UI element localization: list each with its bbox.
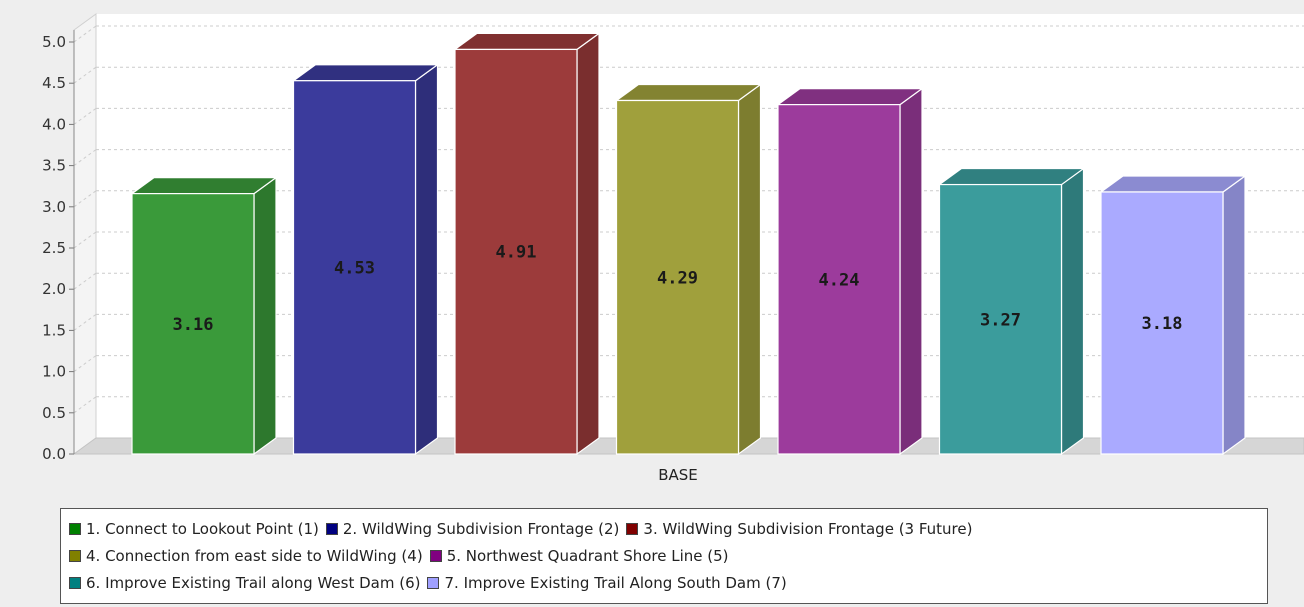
bar-side [737, 83, 762, 456]
legend-item-7: 7. Improve Existing Trail Along South Da… [427, 573, 787, 592]
legend: 1. Connect to Lookout Point (1) 2. WildW… [60, 508, 1268, 604]
legend-item-2: 2. WildWing Subdivision Frontage (2) [325, 519, 620, 538]
bar-front [454, 48, 578, 455]
legend-swatch [429, 549, 442, 562]
grid-line-diag [73, 355, 97, 373]
y-axis-ticks: 0.0 0.5 1.0 1.5 2.0 2.5 3.0 3.5 4.0 4.5 5.0 [42, 30, 75, 463]
bar-side [253, 176, 277, 456]
grid-line-diag [73, 149, 97, 167]
bar-front [615, 99, 740, 455]
y-tick-label: 2.5 [42, 239, 66, 257]
legend-swatch [69, 549, 81, 562]
grid-lines [73, 25, 1304, 414]
bar-7 [1099, 174, 1247, 456]
grid-line-diag [73, 107, 97, 125]
data-label-6: 3.27 [980, 310, 1021, 330]
bar-top [130, 177, 278, 195]
bar-3 [453, 32, 601, 456]
bar-chart: 0.0 0.5 1.0 1.5 2.0 2.5 3.0 3.5 4.0 4.5 5.0 3.16 4.… [42, 13, 1304, 484]
grid-line-diag [73, 190, 97, 208]
grid-line-diag [73, 66, 97, 84]
bar-5 [776, 87, 924, 456]
bar-top [937, 167, 1086, 186]
legend-swatch [325, 522, 338, 535]
bar-side [1222, 174, 1246, 456]
y-tick-label: 4.5 [42, 74, 66, 92]
legend-item-5: 5. Northwest Quadrant Shore Line (5) [429, 546, 729, 565]
y-tick-label: 5.0 [42, 33, 66, 51]
y-tick-label: 3.5 [42, 157, 66, 175]
bar-front [777, 104, 901, 455]
legend-label: 6. Improve Existing Trail along West Dam… [86, 573, 421, 592]
bar-side [414, 63, 439, 456]
bar-front [292, 80, 417, 455]
bars [130, 32, 1247, 456]
legend-label: 4. Connection from east side to WildWing… [86, 546, 423, 565]
data-labels: 3.16 4.53 4.91 4.29 4.24 3.27 3.18 [173, 243, 1183, 335]
grid-line-diag [73, 313, 97, 331]
bar-1 [130, 176, 278, 456]
bar-top [1099, 175, 1247, 193]
legend-swatch [69, 576, 81, 589]
bar-side [899, 87, 923, 456]
grid-line-diag [73, 396, 97, 414]
grid-line-diag [73, 231, 97, 249]
legend-item-3: 3. WildWing Subdivision Frontage (3 Futu… [626, 520, 972, 538]
grid-line-diag [73, 25, 97, 43]
bar-side [576, 32, 600, 456]
bar-6 [937, 167, 1086, 456]
legend-item-1: 1. Connect to Lookout Point (1) [69, 520, 319, 538]
y-tick-label: 0.5 [42, 404, 66, 422]
y-tick-label: 4.0 [42, 115, 66, 133]
bar-top [453, 32, 601, 51]
legend-label: 3. WildWing Subdivision Frontage (3 Futu… [643, 519, 973, 538]
grid-line-diag [73, 272, 97, 290]
legend-row: 6. Improve Existing Trail along West Dam… [69, 569, 1259, 596]
legend-row: 1. Connect to Lookout Point (1) 2. WildW… [69, 515, 1259, 542]
data-label-2: 4.53 [334, 258, 375, 278]
data-label-1: 3.16 [173, 315, 214, 335]
bar-side [1060, 167, 1085, 456]
legend-swatch [69, 522, 81, 535]
y-tick-label: 1.5 [42, 321, 66, 339]
y-tick-label: 2.0 [42, 280, 66, 298]
legend-label: 2. WildWing Subdivision Frontage (2) [342, 519, 620, 538]
legend-swatch [427, 576, 440, 589]
bar-top [776, 88, 924, 106]
legend-swatch [626, 522, 639, 535]
bar-top [614, 83, 763, 102]
data-label-3: 4.91 [496, 243, 537, 263]
data-label-4: 4.29 [657, 268, 698, 288]
bar-front [131, 193, 255, 455]
y-tick-label: 0.0 [42, 445, 66, 463]
plot-left-wall [73, 13, 97, 455]
y-tick-label: 1.0 [42, 363, 66, 381]
bar-front [938, 183, 1063, 455]
legend-item-4: 4. Connection from east side to WildWing… [69, 547, 423, 565]
bar-2 [291, 63, 440, 456]
x-category-label: BASE [658, 466, 698, 484]
bar-4 [614, 83, 763, 456]
data-label-7: 3.18 [1142, 314, 1183, 334]
legend-item-6: 6. Improve Existing Trail along West Dam… [69, 574, 420, 592]
data-label-5: 4.24 [819, 270, 860, 290]
legend-label: 5. Northwest Quadrant Shore Line (5) [446, 546, 729, 565]
bar-front [1100, 191, 1224, 455]
legend-label: 1. Connect to Lookout Point (1) [86, 519, 319, 538]
bar-top [291, 64, 440, 82]
legend-label: 7. Improve Existing Trail Along South Da… [444, 573, 787, 592]
y-tick-label: 3.0 [42, 198, 66, 216]
legend-row: 4. Connection from east side to WildWing… [69, 542, 1259, 569]
